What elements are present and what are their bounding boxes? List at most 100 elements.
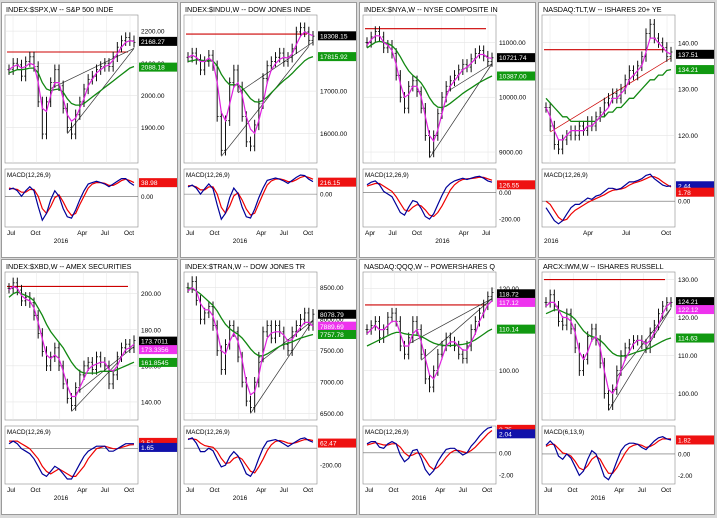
value-badge-text: 137.51 [678,52,699,59]
value-badge [318,177,356,187]
chart-svg: ARCX:IWM,W -- ISHARES RUSSELL 130.00 120.0… [541,262,714,502]
chart-title: INDEX:$NYA,W -- NYSE COMPOSITE IN [364,5,498,14]
value-badge-text: 10721.74 [499,55,527,62]
x-tick-label: Jul [638,487,647,494]
macd-signal-line [188,175,314,216]
chart-window-5[interactable]: INDEX:$XBD,W -- AMEX SECURITIES 200.00 180… [1,259,178,515]
value-badge-text: 173.7011 [141,339,168,346]
macd-label: MACD(12,26,9) [7,429,51,436]
chart-svg: NASDAQ:TLT,W -- ISHARES 20+ YE 140.00 130.… [541,5,714,245]
value-badge-text: 118.72 [499,291,519,298]
moving-average-long-line [545,309,672,357]
value-badge-text: 7757.78 [320,332,344,339]
chart-title: INDEX:$SPX,W -- S&P 500 INDE [6,5,114,14]
x-tick-label: 2016 [544,238,559,245]
macd-label: MACD(6,13,9) [544,429,584,436]
chart-svg: INDEX:$NYA,W -- NYSE COMPOSITE IN 11000.0… [362,5,535,245]
value-badge-text: 110.14 [499,327,519,334]
x-tick-label: Apr [77,487,88,494]
chart-window-1[interactable]: INDEX:$SPX,W -- S&P 500 INDE2200.002100.… [1,2,178,258]
value-badge-text: 124.21 [678,299,699,306]
macd-panel [183,425,318,485]
chart-window-2[interactable]: INDEX:$INDU,W -- DOW JONES INDE 17000.00 1… [180,2,357,258]
macd-line [187,174,314,221]
x-tick-label: Jul [482,230,491,237]
moving-average-short-line [366,300,493,380]
price-tick-label: 17000.00 [320,89,347,96]
x-tick-label: Apr [614,487,625,494]
x-tick-label: Jul [365,487,374,494]
trend-channel-line [608,308,672,412]
macd-tick-label: 0.00 [141,194,154,201]
chart-title: ARCX:IWM,W -- ISHARES RUSSELL [543,262,664,271]
price-tick-label: 100.00 [499,368,519,375]
trend-channel-line [237,41,314,94]
price-tick-label: 120.00 [678,315,698,322]
moving-average-long-line [545,68,672,123]
value-badge [497,324,535,334]
value-badge-text: 1.82 [678,438,691,445]
x-tick-label: Apr [256,487,267,494]
value-badge-text: 17815.92 [320,54,348,61]
value-badge [139,178,177,188]
chart-window-8[interactable]: ARCX:IWM,W -- ISHARES RUSSELL 130.00 120.0… [538,259,715,515]
value-badge [318,329,356,339]
x-tick-label: Jul [7,487,16,494]
trend-channel-line [420,298,493,361]
macd-tick-label: -2.00 [678,473,693,480]
macd-label: MACD(12,26,9) [7,172,51,179]
price-tick-label: 130.00 [678,277,698,284]
value-badge [318,309,356,319]
x-tick-label: 2016 [54,238,69,245]
x-tick-label: Oct [30,230,40,237]
x-tick-label: Jul [280,230,289,237]
price-tick-label: 7000.00 [320,380,344,387]
value-badge-text: 2.44 [678,183,691,190]
value-badge-text: 1.65 [141,445,154,452]
x-tick-label: Apr [435,487,446,494]
price-tick-label: 8000.00 [320,317,344,324]
value-badge [139,36,177,46]
macd-line [545,436,672,481]
value-badge-text: 134.21 [678,67,699,74]
chart-svg: NASDAQ:QQQ,W -- POWERSHARES Q120.00100.0… [362,262,535,502]
value-badge [139,62,177,72]
chart-window-4[interactable]: NASDAQ:TLT,W -- ISHARES 20+ YE 140.00 130.… [538,2,715,258]
value-badge-text: 7889.69 [320,324,344,331]
price-tick-label: 16000.00 [320,131,347,138]
value-badge-text: 122.12 [678,307,699,314]
value-badge [497,297,535,307]
macd-tick-label: 0.00 [499,190,512,197]
value-badge [139,357,177,367]
chart-window-6[interactable]: INDEX:$TRAN,W -- DOW JONES TR 8500.00 8000… [180,259,357,515]
x-tick-label: Jul [7,230,16,237]
macd-panel [541,425,676,485]
trend-channel-line [50,48,135,89]
price-tick-label: 1900.00 [141,125,165,132]
price-tick-label: 10000.00 [499,95,526,102]
chart-window-7[interactable]: NASDAQ:QQQ,W -- POWERSHARES Q120.00100.0… [359,259,536,515]
macd-panel [4,425,139,485]
x-tick-label: Jul [459,487,468,494]
value-badge-text: 114.63 [678,336,698,343]
x-tick-label: Jul [388,230,397,237]
price-tick-label: 100.00 [678,391,698,398]
trend-channel-line [429,63,493,159]
chart-title: INDEX:$XBD,W -- AMEX SECURITIES [6,262,132,271]
value-badge [318,321,356,331]
value-badge-text: 2168.27 [141,39,165,46]
value-badge-text: 8078.79 [320,312,344,319]
chart-title: INDEX:$TRAN,W -- DOW JONES TR [185,262,305,271]
macd-tick-label: -200.00 [499,217,521,224]
macd-line [8,178,135,222]
x-tick-label: Oct [482,487,492,494]
chart-window-3[interactable]: INDEX:$NYA,W -- NYSE COMPOSITE IN 11000.0… [359,2,536,258]
x-tick-label: 2016 [435,238,450,245]
value-badge [318,52,356,62]
price-tick-label: 180.00 [141,327,161,334]
value-badge-text: 216.15 [320,180,341,187]
price-tick-label: 6500.00 [320,411,344,418]
x-tick-label: Apr [365,230,376,237]
x-tick-label: Jul [101,230,110,237]
macd-signal-line [8,178,135,217]
